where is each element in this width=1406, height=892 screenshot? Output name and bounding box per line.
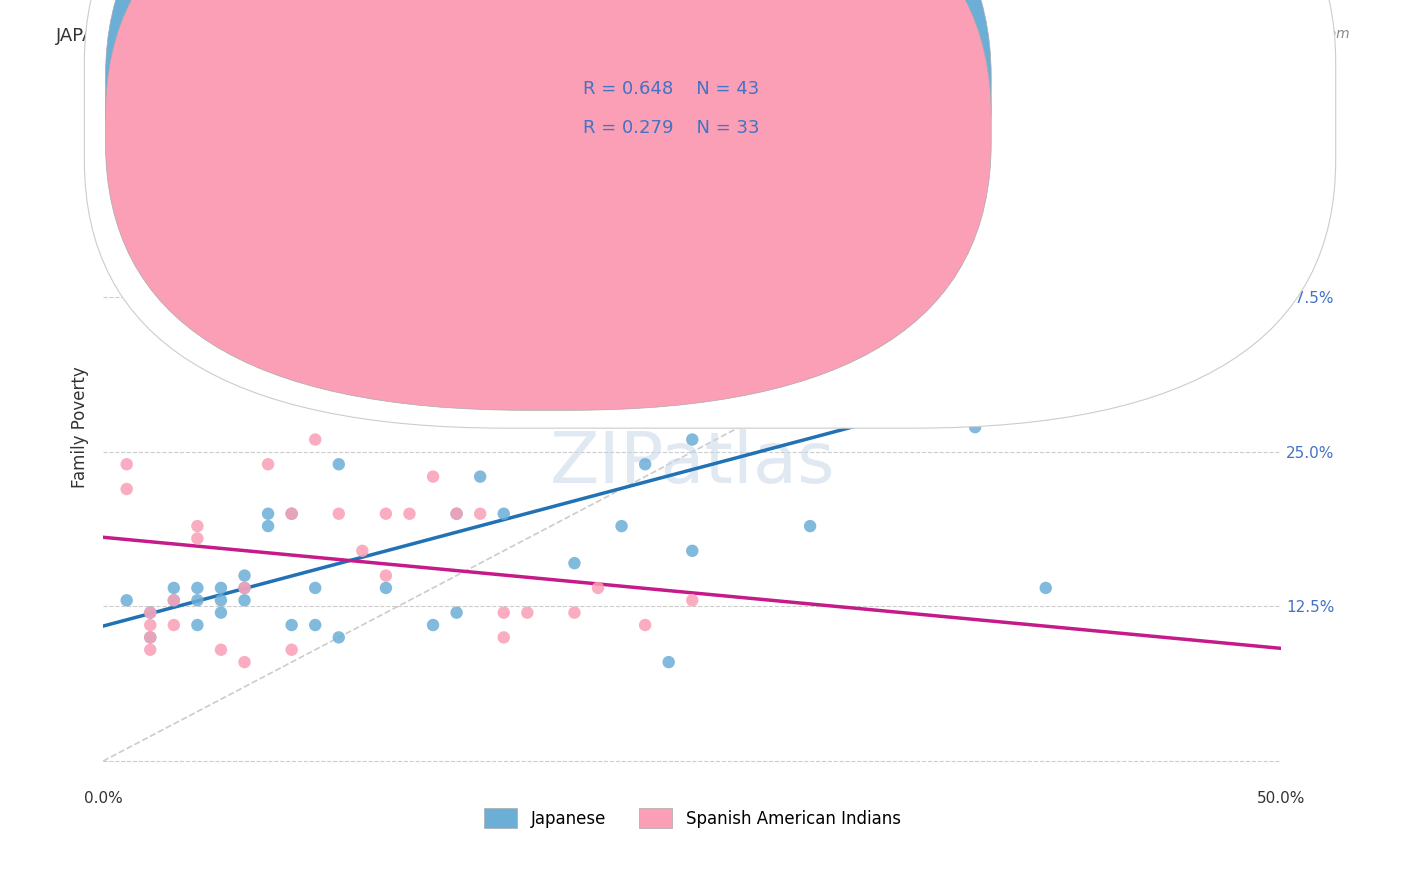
Point	[186, 581, 208, 595]
Point	[186, 593, 208, 607]
Point	[328, 631, 350, 645]
Point	[374, 507, 396, 521]
Point	[209, 642, 232, 657]
Point	[681, 593, 703, 607]
Text: R = 0.279    N = 33: R = 0.279 N = 33	[583, 120, 761, 137]
Point	[115, 457, 138, 471]
Point	[328, 507, 350, 521]
Point	[374, 581, 396, 595]
Legend: Japanese, Spanish American Indians: Japanese, Spanish American Indians	[477, 801, 907, 835]
Point	[233, 568, 256, 582]
Point	[257, 507, 280, 521]
Point	[115, 593, 138, 607]
Point	[398, 507, 420, 521]
Point	[139, 631, 162, 645]
Point	[257, 519, 280, 533]
Point	[304, 433, 326, 447]
Point	[564, 606, 586, 620]
Point	[492, 631, 515, 645]
Point	[186, 532, 208, 546]
Point	[1153, 161, 1175, 175]
Point	[634, 618, 657, 632]
Point	[470, 507, 492, 521]
Point	[163, 581, 186, 595]
Point	[422, 618, 444, 632]
Point	[115, 482, 138, 496]
Point	[634, 457, 657, 471]
Point	[492, 507, 515, 521]
Text: ZIPatlas: ZIPatlas	[550, 428, 835, 498]
Point	[163, 593, 186, 607]
Point	[233, 581, 256, 595]
Point	[963, 420, 986, 434]
Point	[139, 606, 162, 620]
Point	[304, 618, 326, 632]
Point	[446, 507, 468, 521]
Point	[1199, 235, 1222, 249]
Point	[492, 606, 515, 620]
Point	[280, 642, 302, 657]
Point	[209, 606, 232, 620]
Point	[374, 568, 396, 582]
Point	[139, 606, 162, 620]
Point	[681, 544, 703, 558]
Point	[186, 519, 208, 533]
Point	[163, 618, 186, 632]
Point	[115, 235, 138, 249]
Point	[446, 606, 468, 620]
Point	[209, 581, 232, 595]
Point	[586, 581, 609, 595]
Point	[470, 469, 492, 483]
Point	[233, 593, 256, 607]
Point	[681, 433, 703, 447]
Point	[352, 544, 374, 558]
Point	[280, 618, 302, 632]
Point	[257, 457, 280, 471]
Point	[209, 593, 232, 607]
Point	[658, 655, 681, 669]
Point	[233, 655, 256, 669]
Point	[139, 631, 162, 645]
Text: Source: ZipAtlas.com: Source: ZipAtlas.com	[1202, 27, 1350, 41]
Text: JAPANESE VS SPANISH AMERICAN INDIAN FAMILY POVERTY CORRELATION CHART: JAPANESE VS SPANISH AMERICAN INDIAN FAMI…	[56, 27, 780, 45]
Point	[564, 556, 586, 570]
Point	[516, 606, 538, 620]
Point	[280, 507, 302, 521]
Point	[280, 507, 302, 521]
Point	[799, 519, 821, 533]
Point	[163, 593, 186, 607]
Point	[139, 642, 162, 657]
Point	[139, 618, 162, 632]
Point	[304, 581, 326, 595]
Point	[1035, 581, 1057, 595]
Point	[186, 618, 208, 632]
Y-axis label: Family Poverty: Family Poverty	[72, 367, 89, 488]
Point	[987, 321, 1010, 335]
Point	[728, 383, 751, 397]
Point	[398, 272, 420, 286]
Point	[446, 507, 468, 521]
Point	[233, 581, 256, 595]
Point	[328, 457, 350, 471]
Point	[422, 469, 444, 483]
Point	[893, 370, 915, 384]
Point	[610, 519, 633, 533]
Text: R = 0.648    N = 43: R = 0.648 N = 43	[583, 80, 759, 98]
